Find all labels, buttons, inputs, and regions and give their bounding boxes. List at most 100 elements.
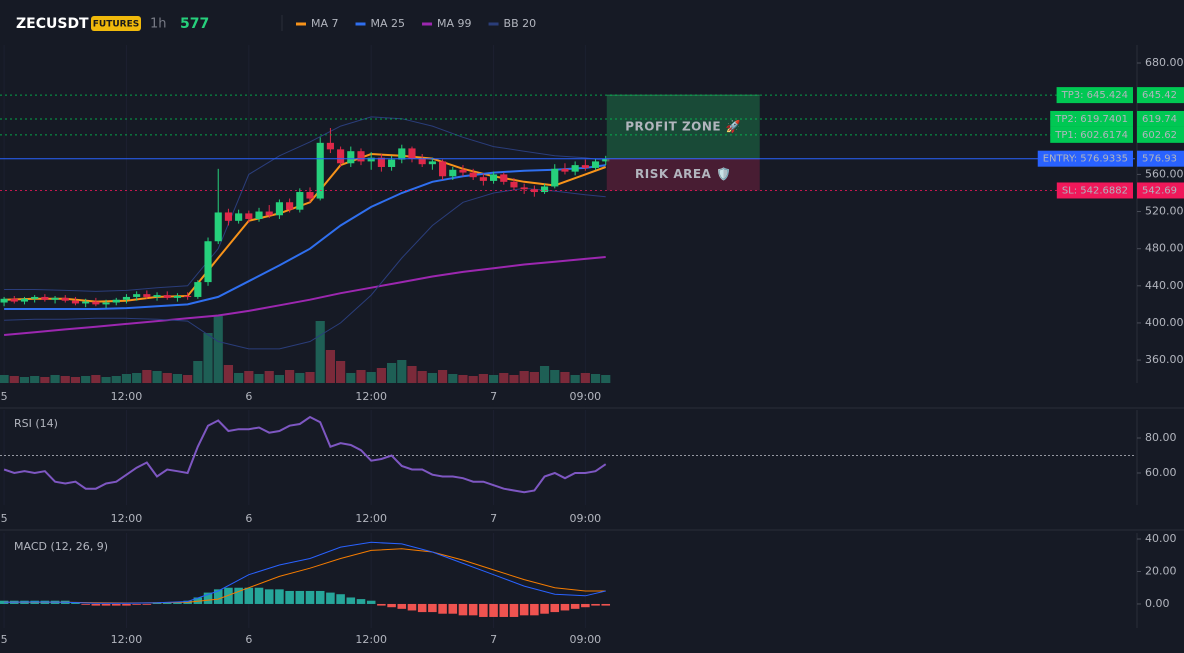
volume-bar	[539, 366, 550, 383]
volume-bar	[0, 375, 9, 383]
candle-body	[326, 142, 334, 150]
y-tick-label: 480.00	[1145, 242, 1184, 255]
histogram-bar	[81, 603, 90, 605]
volume-bar	[305, 372, 315, 383]
candle-body	[82, 301, 90, 304]
x-tick-label: 6	[245, 390, 252, 403]
candle-body	[306, 192, 314, 199]
histogram-bar	[489, 603, 498, 617]
badge: FUTURES	[93, 20, 139, 30]
volume-bar	[346, 373, 356, 383]
candle-body	[51, 297, 59, 300]
candle-body	[173, 296, 182, 298]
histogram-bar	[162, 602, 172, 604]
level-tag-label: TP1: 602.6174	[1054, 130, 1128, 141]
candle-body	[153, 295, 161, 297]
histogram-bar	[203, 592, 213, 604]
y-tick-label: 60.00	[1145, 466, 1177, 479]
histogram-bar	[264, 589, 274, 604]
candle-body	[296, 192, 304, 210]
candle-body	[20, 298, 29, 302]
candle-body	[571, 165, 579, 172]
histogram-bar	[254, 587, 264, 604]
histogram-bar	[326, 592, 335, 604]
candle-body	[510, 181, 518, 188]
volume-bar	[244, 371, 254, 383]
candle-body	[540, 186, 549, 193]
axis-tag-label: 576.93	[1142, 154, 1177, 165]
candle-body	[214, 212, 222, 242]
volume-bar	[91, 375, 101, 383]
candle-body	[204, 241, 212, 283]
candle-body	[489, 174, 498, 181]
candle-body	[418, 158, 426, 165]
level-tag	[1056, 87, 1133, 104]
level-tag-label: TP3: 645.424	[1061, 90, 1128, 101]
volume-bar	[223, 365, 234, 383]
volume-bar	[580, 373, 590, 383]
histogram-bar	[417, 603, 427, 613]
x-tick-label: 09:00	[569, 512, 601, 525]
candle-body	[112, 299, 120, 303]
level-tag	[1050, 126, 1133, 143]
histogram-bar	[407, 603, 417, 611]
panel-title: RSI (14)	[14, 417, 58, 430]
candle-body	[367, 157, 375, 162]
zone	[606, 158, 760, 191]
volume-bar	[30, 376, 40, 383]
x-tick-label: 7	[490, 390, 497, 403]
candle-body	[388, 159, 396, 167]
volume-bar	[448, 374, 458, 383]
candle-body	[581, 165, 589, 168]
level-tag	[1037, 150, 1133, 167]
volume-bar	[590, 374, 601, 383]
candle-body	[163, 295, 171, 298]
volume-bar	[19, 377, 30, 383]
volume-bar	[417, 371, 427, 383]
volume-bar	[285, 370, 295, 383]
level-tag	[1056, 182, 1133, 199]
histogram-bar	[173, 602, 182, 604]
volume-bar	[570, 375, 580, 383]
histogram-bar	[356, 599, 366, 604]
x-tick-label: 5	[1, 390, 8, 403]
histogram-bar	[601, 603, 611, 606]
candle-body	[102, 302, 110, 305]
candle-body	[469, 172, 477, 178]
y-tick-label: 360.00	[1145, 353, 1184, 366]
histogram-bar	[346, 597, 356, 604]
volume-bar	[529, 372, 539, 383]
candle-body	[449, 169, 457, 177]
y-tick-label: 680.00	[1145, 56, 1184, 69]
x-tick-label: 09:00	[569, 633, 601, 646]
x-tick-label: 12:00	[111, 390, 143, 403]
symbol: ZECUSDT	[16, 16, 89, 32]
y-tick-label: 560.00	[1145, 167, 1184, 180]
candle-body	[398, 148, 406, 160]
candle-body	[0, 298, 8, 303]
volume-bar	[550, 370, 560, 383]
volume-bar	[152, 371, 162, 383]
y-tick-label: 400.00	[1145, 316, 1184, 329]
histogram-bar	[387, 603, 396, 608]
volume-bar	[70, 377, 81, 383]
axis-tag	[1137, 87, 1184, 104]
volume-bar	[387, 363, 397, 383]
histogram-bar	[519, 603, 529, 616]
x-tick-label: 7	[490, 512, 497, 525]
axis-tag	[1137, 126, 1184, 143]
volume-bar	[499, 373, 509, 383]
volume-bar	[172, 374, 183, 383]
x-tick-label: 6	[245, 512, 252, 525]
x-tick-label: 6	[245, 633, 252, 646]
level-tag-label: ENTRY: 576.9335	[1043, 154, 1128, 165]
candle-body	[551, 168, 559, 187]
volume-bar	[519, 371, 529, 383]
indicator-line	[4, 116, 606, 292]
candle-body	[500, 174, 508, 182]
candle-body	[31, 296, 39, 299]
x-tick-label: 09:00	[569, 390, 601, 403]
volume-bar	[60, 376, 70, 383]
y-tick-label: 520.00	[1145, 205, 1184, 218]
